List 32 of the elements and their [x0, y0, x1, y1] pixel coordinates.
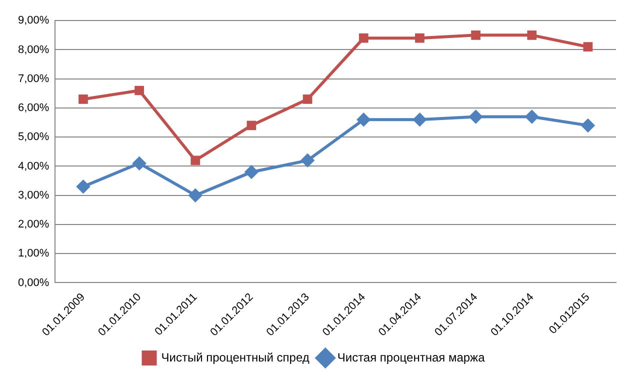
y-tick-label: 6,00%	[18, 102, 50, 114]
y-tick-label: 5,00%	[18, 131, 50, 144]
point	[76, 180, 90, 194]
point	[134, 86, 144, 96]
y-tick-label: 3,00%	[18, 189, 50, 202]
y-tick-label: 9,00%	[18, 14, 50, 27]
point	[188, 188, 202, 202]
point	[581, 118, 594, 132]
point	[244, 166, 258, 179]
y-tick-label: 0,00%	[18, 276, 50, 289]
legend-label: Чистая процентная маржа	[337, 350, 486, 364]
y-tick-label: 7,00%	[18, 72, 50, 85]
y-tick-label: 8,00%	[18, 44, 50, 56]
y-tick-label: 4,00%	[18, 160, 50, 172]
point	[583, 42, 593, 52]
point	[357, 113, 370, 126]
point	[471, 30, 480, 40]
point	[301, 154, 314, 167]
legend-label: Чистый процентный спред	[161, 350, 310, 364]
point	[415, 33, 424, 43]
point	[525, 110, 538, 124]
point	[527, 30, 537, 40]
point	[132, 156, 146, 170]
point	[302, 94, 312, 104]
y-tick-label: 2,00%	[18, 218, 50, 231]
point	[358, 33, 368, 43]
point	[469, 110, 482, 124]
point	[413, 113, 426, 126]
point	[78, 94, 88, 104]
point	[190, 156, 200, 166]
point	[246, 120, 256, 130]
y-tick-label: 1,00%	[18, 248, 50, 260]
